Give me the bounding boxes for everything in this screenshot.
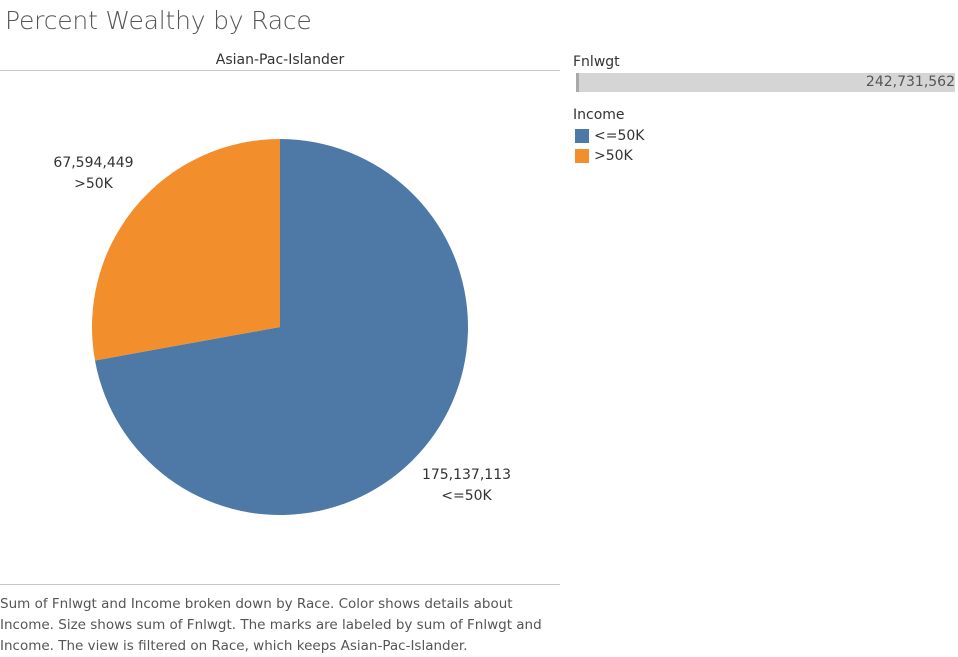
color-legend-title: Income xyxy=(573,107,625,123)
legend-label-le50k: <=50K xyxy=(594,128,645,144)
size-legend-title: Fnlwgt xyxy=(573,54,620,70)
size-legend-bar: 242,731,562 xyxy=(576,73,955,92)
pane-header: Asian-Pac-Islander xyxy=(0,52,560,71)
size-legend-marker xyxy=(576,73,579,92)
chart-caption: Sum of Fnlwgt and Income broken down by … xyxy=(0,596,542,654)
legend-swatch-gt50k xyxy=(575,149,589,163)
legend-label-gt50k: >50K xyxy=(594,148,633,164)
legend-item-le50k[interactable]: <=50K xyxy=(575,128,644,144)
pie-slice-gt50k[interactable] xyxy=(92,139,280,361)
size-legend-value: 242,731,562 xyxy=(865,74,955,90)
slice-category-label-gt50k: >50K xyxy=(74,176,114,192)
slice-value-label-gt50k: 67,594,449 xyxy=(53,155,133,171)
legend-item-gt50k[interactable]: >50K xyxy=(575,148,633,164)
legend-swatch-le50k xyxy=(575,129,589,143)
pie-chart: 175,137,113 <=50K 67,594,449 >50K xyxy=(53,139,511,515)
bottom-divider xyxy=(0,584,560,585)
slice-category-label-le50k: <=50K xyxy=(441,488,492,504)
page-title: Percent Wealthy by Race xyxy=(5,6,312,35)
pie-slice-le50k[interactable] xyxy=(95,139,469,515)
slice-value-label-le50k: 175,137,113 xyxy=(422,467,511,483)
